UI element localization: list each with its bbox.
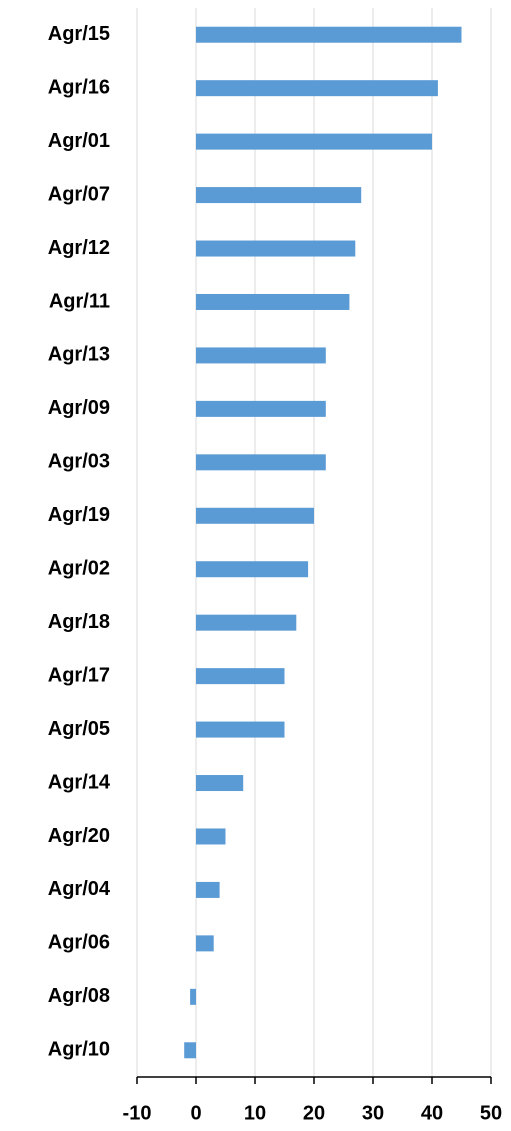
y-tick-label: Agr/06 <box>48 932 110 954</box>
bar <box>196 133 432 150</box>
bar <box>196 721 285 738</box>
y-tick-label: Agr/20 <box>48 825 110 847</box>
x-tick-label: 20 <box>303 1102 325 1124</box>
x-tick-label: 50 <box>480 1102 502 1124</box>
y-tick-label: Agr/09 <box>48 397 110 419</box>
y-tick-label: Agr/08 <box>48 985 110 1007</box>
y-tick-label: Agr/19 <box>48 504 110 526</box>
bar <box>196 80 438 97</box>
bar <box>196 881 220 898</box>
bar <box>196 828 226 845</box>
y-tick-label: Agr/13 <box>48 344 110 366</box>
y-tick-label: Agr/15 <box>48 23 110 45</box>
bar <box>196 400 326 417</box>
bar <box>184 1042 196 1059</box>
bar <box>196 935 214 952</box>
bar <box>196 240 356 257</box>
x-tick-label: 30 <box>362 1102 384 1124</box>
bar <box>196 454 326 471</box>
bar <box>196 347 326 364</box>
y-tick-label: Agr/05 <box>48 718 110 740</box>
x-tick-label: 0 <box>190 1102 201 1124</box>
bar <box>196 561 309 578</box>
y-tick-label: Agr/14 <box>48 771 111 793</box>
y-tick-label: Agr/03 <box>48 451 110 473</box>
bar <box>196 293 350 310</box>
x-tick-label: 10 <box>244 1102 266 1124</box>
bar <box>196 668 285 685</box>
bar <box>190 988 196 1005</box>
y-tick-label: Agr/17 <box>48 664 110 686</box>
y-tick-label: Agr/12 <box>48 237 110 259</box>
y-tick-label: Agr/16 <box>48 76 110 98</box>
y-tick-label: Agr/04 <box>48 878 111 900</box>
y-tick-label: Agr/07 <box>48 183 110 205</box>
bar <box>196 775 244 792</box>
x-tick-label: 40 <box>421 1102 443 1124</box>
bar <box>196 614 297 631</box>
y-tick-label: Agr/02 <box>48 558 110 580</box>
bar <box>196 507 314 524</box>
y-tick-label: Agr/01 <box>48 130 110 152</box>
x-tick-label: -10 <box>123 1102 152 1124</box>
bar <box>196 187 362 204</box>
y-tick-label: Agr/11 <box>49 290 110 312</box>
bar <box>196 26 462 43</box>
y-tick-label: Agr/18 <box>48 611 110 633</box>
y-tick-label: Agr/10 <box>48 1039 110 1061</box>
